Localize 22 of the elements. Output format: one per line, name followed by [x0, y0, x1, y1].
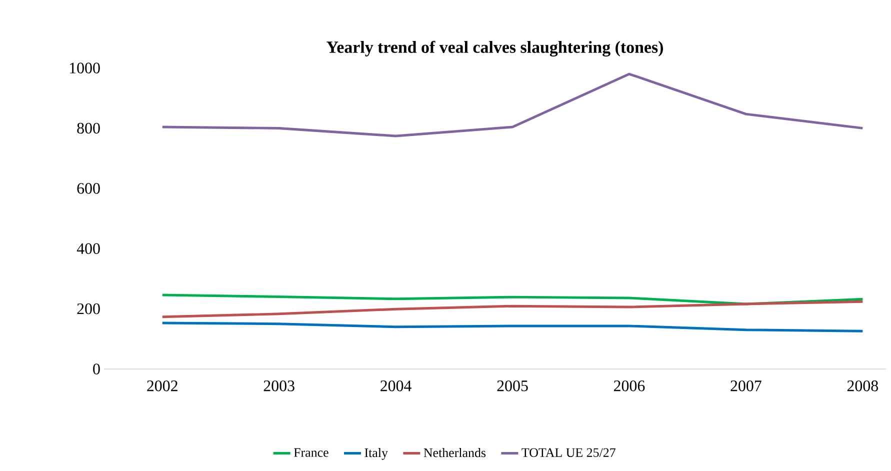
line-series [161, 300, 864, 318]
x-tick-label: 2004 [380, 380, 412, 392]
line-series [161, 322, 864, 332]
y-tick-label: 1000 [70, 62, 100, 74]
y-tick-label: 600 [77, 183, 100, 194]
legend-label: France [294, 448, 328, 457]
line-series [161, 294, 864, 306]
y-tick-label: 400 [76, 243, 100, 254]
x-tick-label: 2002 [147, 380, 178, 392]
line-series [161, 72, 864, 138]
x-tick-label: 2005 [497, 380, 528, 392]
x-tick-label: 2008 [847, 380, 878, 392]
x-tick-label: 2003 [264, 380, 294, 392]
chart-title: Yearly trend of veal calves slaughtering (tones) [326, 40, 663, 56]
legend-label: TOTAL UE 25/27 [522, 448, 616, 457]
y-tick-label: 0 [93, 364, 100, 374]
x-tick-label: 2006 [614, 380, 645, 392]
legend-label: Netherlands [424, 448, 486, 458]
x-tick-label: 2007 [730, 380, 762, 392]
legend-label: Italy [364, 448, 388, 460]
y-tick-label: 200 [77, 303, 100, 314]
y-tick-label: 800 [77, 122, 100, 134]
